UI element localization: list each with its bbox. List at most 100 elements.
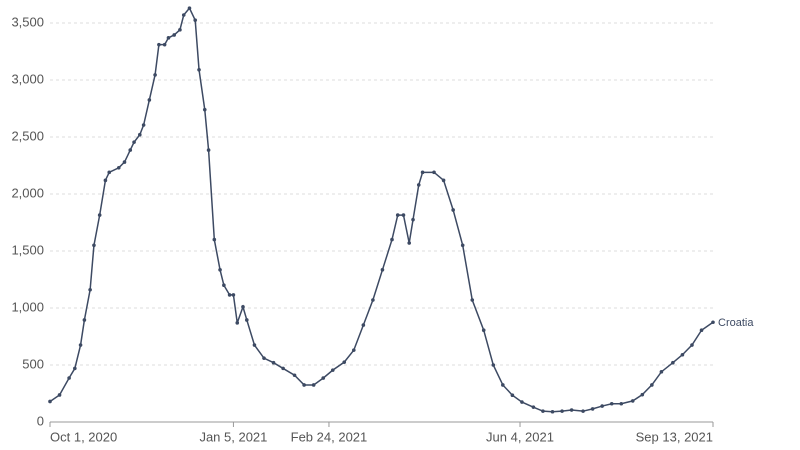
x-tick-label: Jan 5, 2021 [199, 429, 267, 444]
point [193, 18, 198, 22]
point [107, 170, 112, 175]
point [241, 305, 245, 309]
point [420, 170, 425, 175]
point [342, 360, 347, 364]
y-tick-label: 1,000 [11, 299, 44, 314]
point [541, 409, 545, 413]
point [128, 148, 133, 152]
point [162, 42, 167, 47]
point [680, 352, 685, 357]
point [57, 393, 62, 397]
point [560, 409, 564, 413]
point [172, 33, 176, 37]
point [510, 393, 515, 398]
point [491, 363, 496, 367]
point [380, 268, 385, 272]
point [451, 208, 455, 212]
point [640, 392, 645, 397]
point [520, 400, 524, 404]
point [157, 42, 161, 47]
point [281, 366, 285, 371]
point [88, 287, 92, 292]
y-tick-label: 2,500 [11, 128, 44, 143]
point [138, 132, 142, 137]
point [147, 98, 152, 102]
point [218, 268, 222, 272]
point [82, 318, 87, 322]
point [600, 404, 604, 408]
point [416, 183, 421, 187]
point [227, 293, 232, 297]
point [187, 6, 192, 10]
point [470, 298, 475, 302]
point [166, 36, 171, 40]
point [252, 343, 257, 347]
point [351, 348, 356, 352]
y-tick-label: 0 [37, 413, 44, 428]
point [97, 213, 102, 217]
point [206, 148, 211, 152]
point [609, 401, 614, 406]
point [361, 323, 366, 327]
point [235, 321, 240, 325]
point [460, 243, 465, 248]
point [244, 318, 249, 322]
point [481, 328, 486, 333]
point [441, 178, 446, 183]
point [569, 408, 574, 412]
point [711, 320, 715, 325]
point [671, 360, 675, 365]
point [390, 237, 394, 242]
point [141, 123, 146, 127]
point [122, 160, 127, 164]
point [231, 293, 236, 297]
x-tick-label: Sep 13, 2021 [636, 429, 713, 444]
point [411, 217, 415, 222]
x-tick-label: Jun 4, 2021 [486, 429, 554, 444]
point [321, 376, 326, 380]
point [330, 368, 335, 372]
point [650, 383, 654, 387]
point [550, 409, 555, 414]
y-tick-label: 3,500 [11, 14, 44, 29]
point [48, 399, 52, 404]
point [619, 401, 624, 406]
point [590, 407, 595, 411]
point [371, 298, 375, 302]
point [581, 409, 585, 413]
point [407, 241, 412, 245]
point [292, 373, 297, 378]
point [67, 376, 71, 380]
point [531, 405, 536, 409]
point [699, 328, 704, 333]
y-tick-label: 500 [22, 356, 44, 371]
point [271, 360, 276, 365]
point [181, 13, 186, 17]
point [401, 213, 406, 217]
series-label: Croatia [718, 317, 754, 329]
point [178, 28, 182, 32]
point [92, 243, 96, 248]
point [302, 383, 306, 387]
point [116, 165, 121, 170]
point [103, 178, 108, 183]
point [659, 370, 664, 374]
point [153, 73, 157, 77]
point [202, 107, 207, 112]
y-tick-label: 3,000 [11, 71, 44, 86]
point [501, 383, 505, 387]
y-tick-label: 1,500 [11, 242, 44, 257]
x-tick-label: Feb 24, 2021 [291, 429, 368, 444]
y-tick-label: 2,000 [11, 185, 44, 200]
point [630, 399, 635, 403]
x-tick-label: Oct 1, 2020 [50, 429, 117, 444]
point [432, 170, 436, 175]
point [132, 140, 136, 144]
point [212, 237, 217, 242]
point [197, 67, 201, 72]
point [311, 383, 316, 387]
point [690, 343, 694, 347]
point [395, 213, 400, 217]
